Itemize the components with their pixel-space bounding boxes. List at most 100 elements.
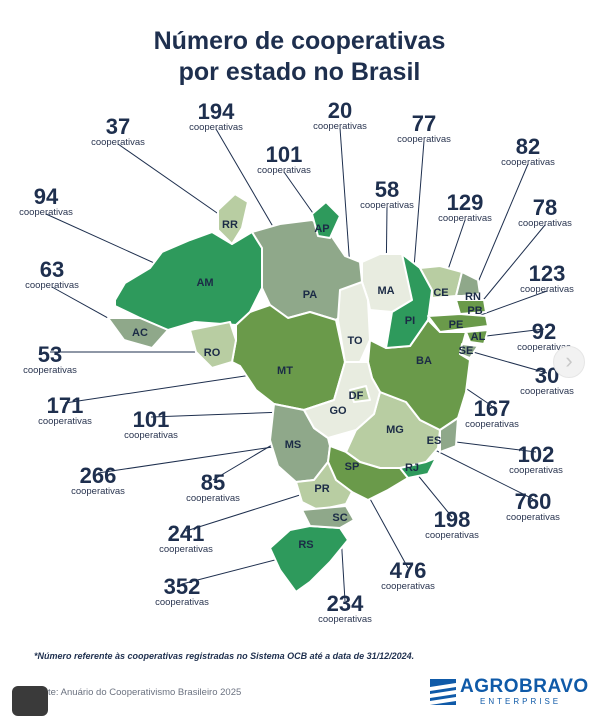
unit-label-ac: cooperativas [25,280,79,291]
count-to: 20 [328,98,352,123]
state-code-rn: RN [465,291,481,303]
leader-line-se [465,349,548,374]
count-ba: 167 [474,396,511,421]
unit-label-se: cooperativas [520,386,574,397]
state-pb [455,299,487,315]
flag-logo-icon [430,679,456,705]
unit-label-es: cooperativas [509,465,563,476]
state-code-ro: RO [204,347,221,359]
state-sc [301,505,355,529]
unit-label-rn: cooperativas [501,157,555,168]
unit-label-ro: cooperativas [23,365,77,376]
count-rs: 352 [164,574,201,599]
next-slide-button[interactable]: › [553,346,585,378]
state-code-sc: SC [332,512,347,524]
count-rj: 198 [434,507,471,532]
state-code-pi: PI [405,315,415,327]
state-code-ap: AP [314,223,329,235]
source-note: te: Anuário do Cooperativismo Brasileiro… [48,687,242,698]
count-df: 85 [201,470,225,495]
unit-label-pa: cooperativas [189,122,243,133]
state-code-rs: RS [298,539,313,551]
unit-label-pb: cooperativas [518,218,572,229]
count-es: 102 [518,442,555,467]
state-rn [455,271,481,297]
title-line-2: por estado no Brasil [178,58,421,86]
unit-label-am: cooperativas [19,207,73,218]
count-ma: 58 [375,177,399,202]
unit-label-ba: cooperativas [465,419,519,430]
page-title: Número de cooperativas por estado no Bra… [0,26,599,88]
unit-label-rs: cooperativas [155,597,209,608]
unit-label-mg: cooperativas [506,512,560,523]
count-ap: 101 [266,142,303,167]
count-go: 101 [133,407,170,432]
state-code-pr: PR [314,483,329,495]
leader-line-rn [472,163,529,295]
state-code-sp: SP [345,461,360,473]
unit-label-ce: cooperativas [438,213,492,224]
state-rr [217,193,249,245]
count-al: 92 [532,319,556,344]
count-sp: 476 [390,558,427,583]
state-code-ba: BA [416,355,432,367]
state-pe [427,313,489,333]
state-code-go: GO [329,405,347,417]
unit-label-rj: cooperativas [425,530,479,541]
state-go [303,361,381,439]
state-am [114,231,263,331]
unit-label-sc: cooperativas [318,614,372,625]
count-pe: 123 [529,261,566,286]
count-rn: 82 [516,134,540,159]
state-ac [107,317,169,349]
logo-subtitle: ENTERPRISE [480,697,562,706]
state-mt [231,304,346,411]
logo-name: AGROBRAVO [460,676,589,697]
state-code-ms: MS [285,439,302,451]
state-rs [269,525,349,593]
unit-label-go: cooperativas [124,430,178,441]
unit-label-pi: cooperativas [397,134,451,145]
count-sc: 234 [327,591,364,616]
count-mg: 760 [515,489,552,514]
profile-thumbnail[interactable] [12,686,48,716]
title-line-1: Número de cooperativas [153,27,446,55]
state-code-ma: MA [377,285,394,297]
agrobravo-logo: AGROBRAVO ENTERPRISE [430,676,588,710]
count-ms: 266 [80,463,117,488]
state-al [465,329,489,345]
leader-line-ms [97,443,294,474]
state-es [439,417,459,453]
state-to [337,281,371,363]
state-code-al: AL [471,331,486,343]
unit-label-ap: cooperativas [257,165,311,176]
unit-label-ma: cooperativas [360,200,414,211]
unit-label-al: cooperativas [517,342,571,353]
state-code-ce: CE [433,287,448,299]
state-ap [311,201,341,239]
count-rr: 37 [106,114,130,139]
state-code-to: TO [347,335,363,347]
unit-label-pe: cooperativas [520,284,574,295]
